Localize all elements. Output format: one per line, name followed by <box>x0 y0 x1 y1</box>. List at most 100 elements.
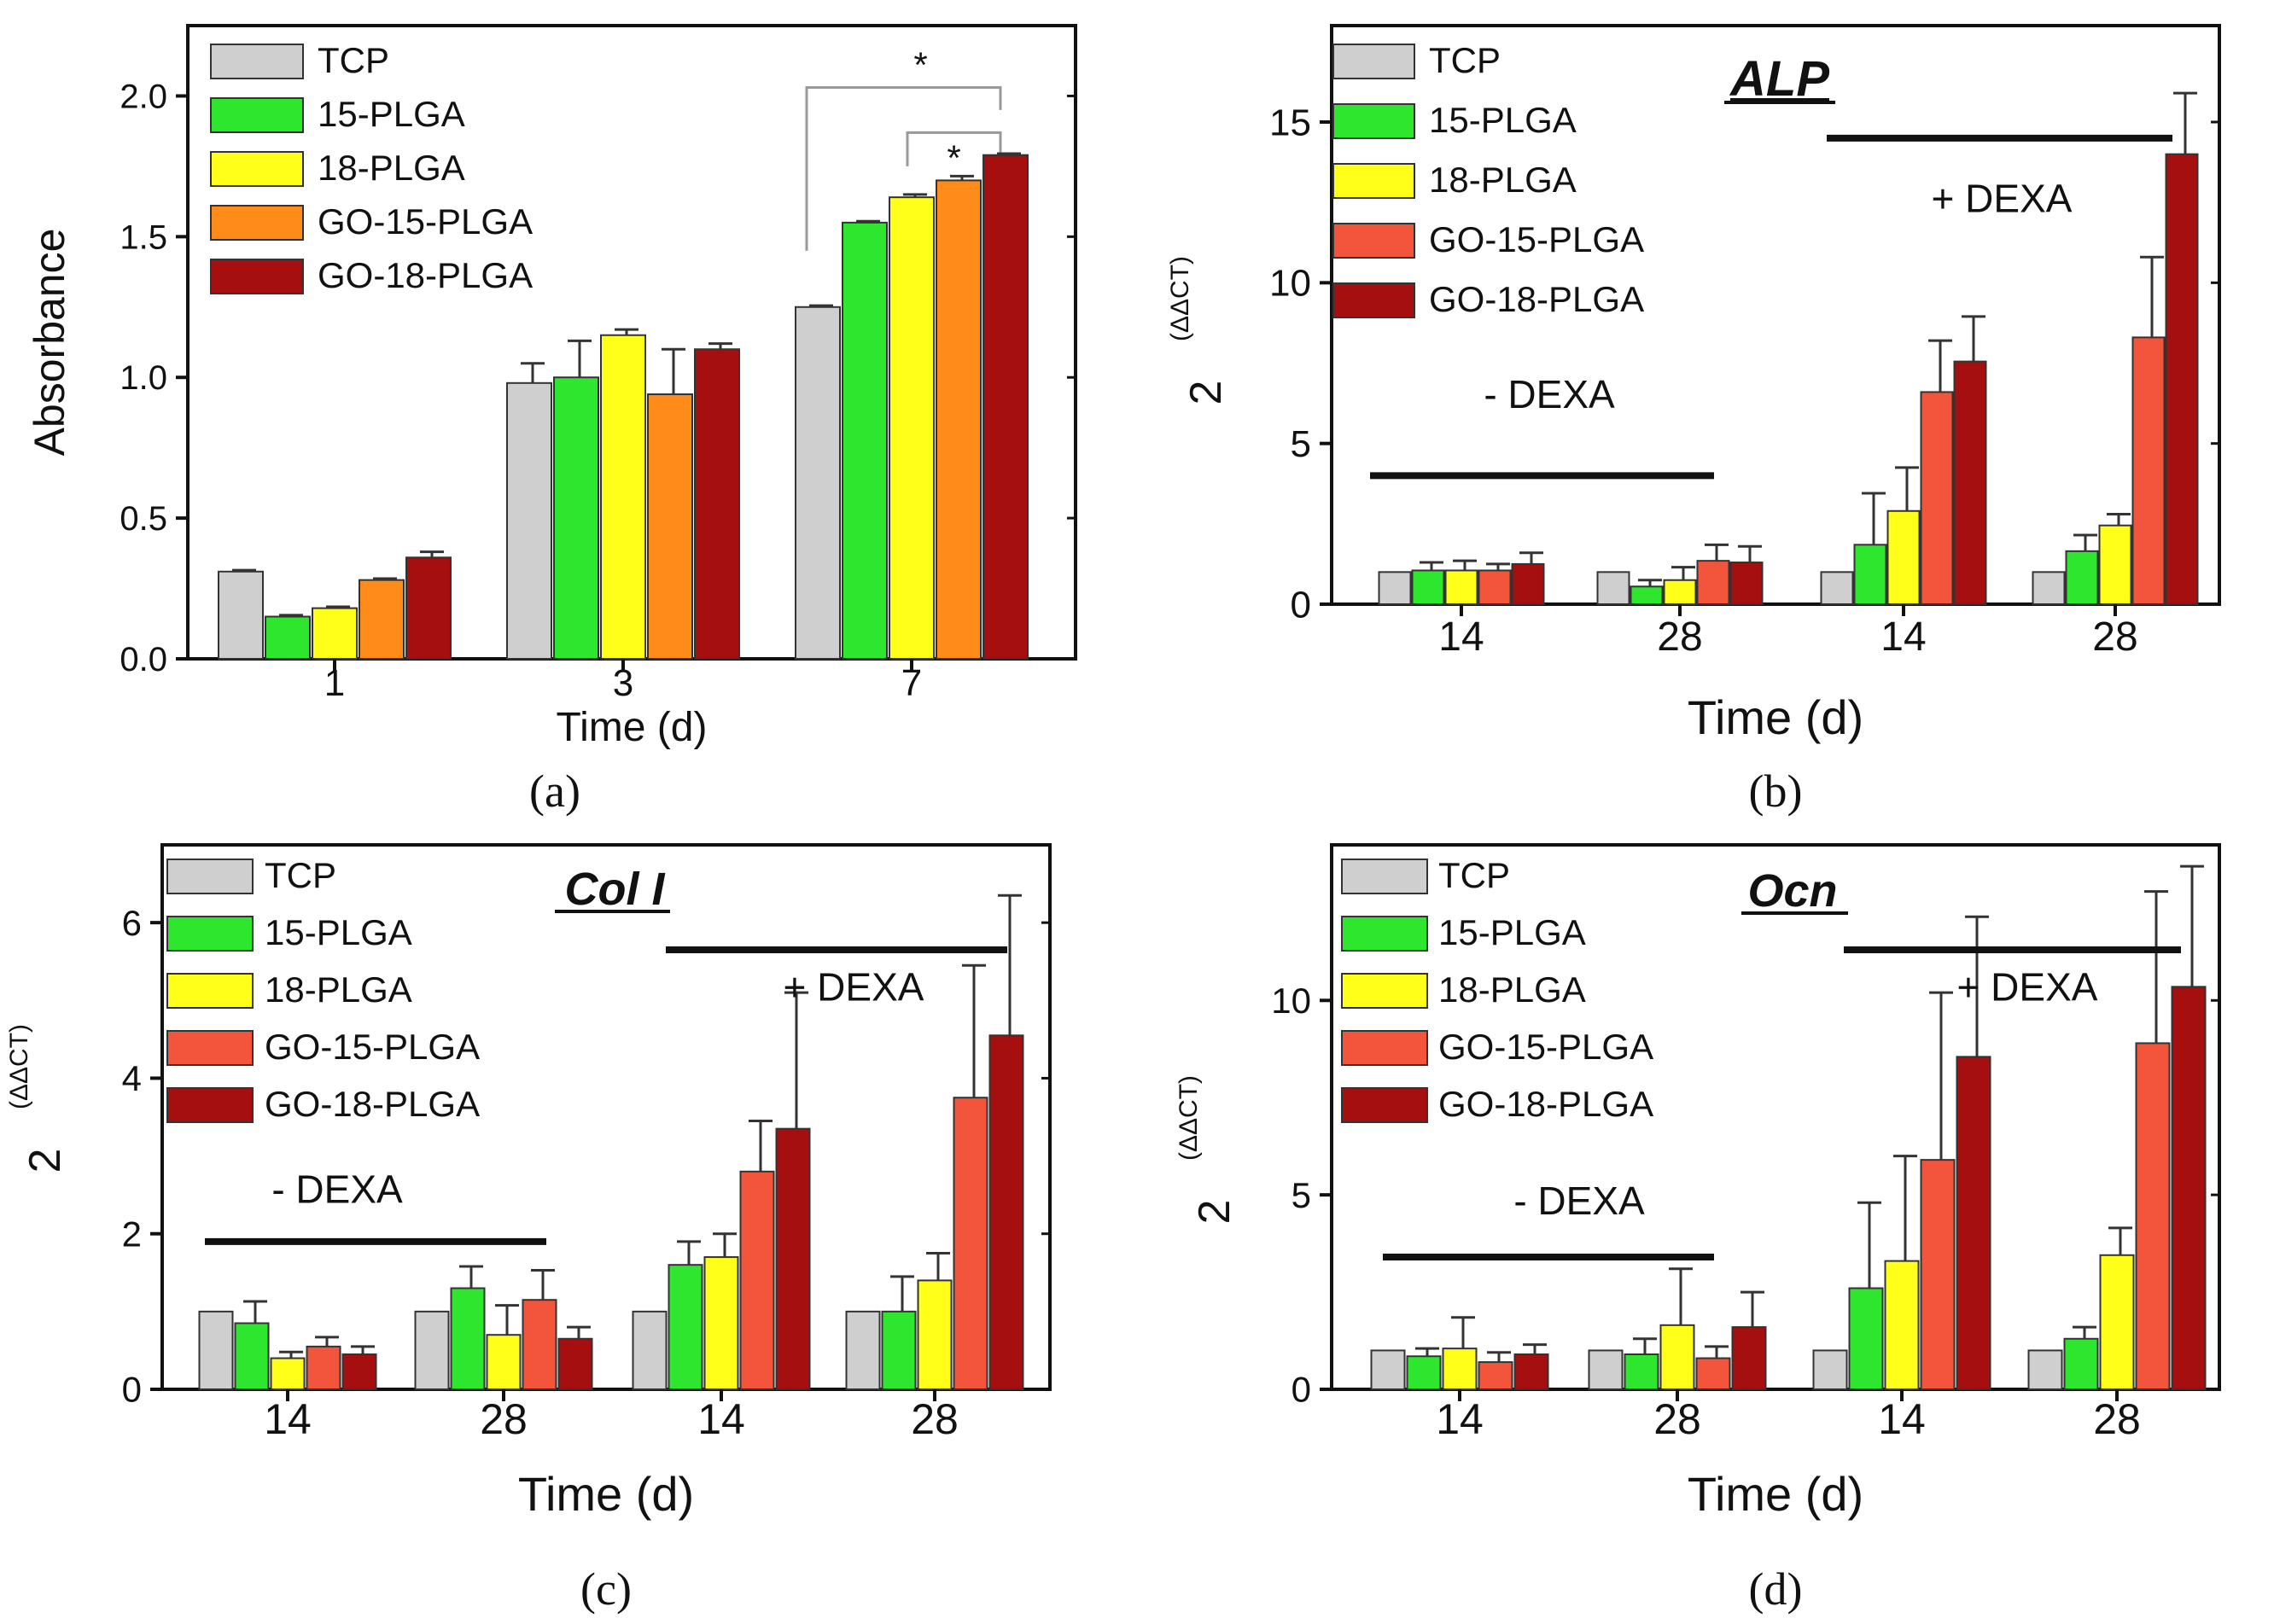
y-tick-label: 4 <box>122 1058 142 1098</box>
legend-swatch-go-18-plga <box>166 1087 254 1123</box>
significance-bracket-outer <box>805 86 1002 251</box>
y-tick-label: 0 <box>1291 584 1311 626</box>
legend-label-18-plga: 18-PLGA <box>265 969 412 1010</box>
x-tick-label: 14 <box>1880 614 1926 660</box>
bar-18-plga <box>889 196 935 661</box>
legend-swatch-tcp <box>166 859 254 894</box>
bar-go-15-plga <box>2131 336 2166 605</box>
bar-tcp <box>198 1310 234 1391</box>
bar-15-plga <box>1624 1353 1659 1391</box>
y-tick-label: 1.5 <box>120 218 167 256</box>
y-axis-label-superscript: (ΔΔCT) <box>5 1024 33 1109</box>
bar-15-plga <box>265 615 311 660</box>
y-tick-label: 2 <box>122 1214 142 1254</box>
bar-18-plga <box>270 1357 306 1390</box>
legend-swatch-go-15-plga <box>1341 1030 1428 1066</box>
x-tick-label: 28 <box>911 1395 959 1443</box>
significance-bracket-inner <box>906 131 1002 166</box>
legend-swatch-go-15-plga <box>166 1030 254 1066</box>
bar-go-15-plga <box>2135 1042 2171 1391</box>
bar-18-plga <box>1659 1324 1695 1390</box>
legend-swatch-tcp <box>210 44 304 79</box>
y-tick-label: 6 <box>122 903 142 943</box>
x-tick-label: 14 <box>1878 1395 1926 1443</box>
bar-18-plga <box>1442 1348 1478 1391</box>
legend-label-go-18-plga: GO-18-PLGA <box>1429 279 1644 319</box>
legend-label-tcp: TCP <box>318 40 389 80</box>
bar-15-plga <box>2065 550 2099 605</box>
x-tick-label: 14 <box>1436 1395 1484 1443</box>
bar-go-15-plga <box>936 179 982 660</box>
bar-15-plga <box>1411 569 1445 606</box>
bar-15-plga <box>450 1287 486 1390</box>
legend-label-go-18-plga: GO-18-PLGA <box>318 255 533 295</box>
bar-18-plga <box>2098 524 2132 606</box>
bar-18-plga <box>486 1334 522 1390</box>
bar-go-15-plga <box>1695 1357 1731 1390</box>
bar-go-18-plga <box>1511 562 1545 606</box>
bar-tcp <box>1596 571 1630 605</box>
y-tick-label: 5 <box>1291 423 1311 465</box>
bar-18-plga <box>703 1256 739 1390</box>
bar-go-18-plga <box>988 1034 1024 1391</box>
plot-frame <box>160 843 1052 1391</box>
plus-dexa-label: + DEXA <box>784 964 924 1009</box>
legend-swatch-15-plga <box>1332 103 1415 139</box>
bar-go-18-plga <box>2165 153 2199 605</box>
chart-panel-c: 0 2 4 6 14 28 14 28 Time (d) 2 (ΔΔCT) TCP 15-PLGA 18-… <box>5 843 1052 1615</box>
y-tick-label: 0 <box>122 1370 142 1410</box>
bar-tcp <box>414 1310 450 1391</box>
bar-go-18-plga <box>405 556 452 661</box>
bar-18-plga <box>1886 509 1921 605</box>
x-tick-label: 7 <box>901 662 922 704</box>
y-axis-label: Absorbance <box>26 229 73 457</box>
minus-dexa-label: - DEXA <box>271 1167 403 1211</box>
bar-18-plga <box>1884 1260 1920 1390</box>
bar-15-plga <box>2063 1337 2099 1391</box>
legend-label-go-15-plga: GO-15-PLGA <box>318 201 533 242</box>
bar-go-18-plga <box>341 1353 377 1391</box>
legend-swatch-go-15-plga <box>210 205 304 241</box>
x-axis-label: Time (d) <box>1688 690 1863 744</box>
x-tick-label: 28 <box>2092 614 2137 660</box>
y-tick-label: 10 <box>1271 981 1311 1021</box>
legend-swatch-15-plga <box>210 97 304 133</box>
y-axis-label: 2 <box>20 1149 70 1173</box>
x-tick-label: 3 <box>613 662 633 704</box>
bar-go-18-plga <box>982 154 1029 661</box>
chart-panel-d: 0 5 10 14 28 14 28 Time (d) 2 (ΔΔCT) TCP 15-PLGA 18-… <box>1175 843 2221 1615</box>
legend-swatch-15-plga <box>166 916 254 952</box>
significance-star: * <box>913 45 927 85</box>
legend-label-18-plga: 18-PLGA <box>1438 969 1586 1010</box>
y-tick-label: 15 <box>1269 102 1311 143</box>
bar-tcp <box>506 381 552 660</box>
chart-title: ALP <box>1729 51 1829 107</box>
panel-label: (d) <box>1749 1563 1803 1615</box>
legend-label-18-plga: 18-PLGA <box>1429 160 1577 200</box>
x-axis-label: Time (d) <box>557 705 708 750</box>
bar-15-plga <box>234 1322 270 1390</box>
chart-title: Ocn <box>1747 865 1837 917</box>
legend-swatch-15-plga <box>1341 916 1428 952</box>
bar-tcp <box>2027 1349 2063 1391</box>
chart-panel-a: 0.0 0.5 1.0 1.5 2.0 1 3 7 Time (d) Absorbance TCP 1… <box>26 24 1077 817</box>
legend-swatch-18-plga <box>1332 163 1415 199</box>
bar-15-plga <box>1853 544 1887 605</box>
bar-tcp <box>1820 571 1854 605</box>
plot-frame <box>1330 843 2221 1391</box>
x-tick-label: 14 <box>697 1395 745 1443</box>
bar-go-15-plga <box>306 1345 341 1391</box>
y-tick-label: 1.0 <box>120 359 167 397</box>
y-tick-label: 10 <box>1269 263 1311 305</box>
bar-18-plga <box>1444 569 1478 606</box>
chart-panel-b: 0 5 10 15 14 28 14 28 Time (d) 2 (ΔΔCT) TCP 15-PLGA 1… <box>1166 24 2221 817</box>
bar-18-plga <box>917 1279 953 1391</box>
legend-label-tcp: TCP <box>1429 40 1501 80</box>
bar-tcp <box>845 1310 881 1391</box>
panel-label: (a) <box>529 765 580 817</box>
legend-label-tcp: TCP <box>265 855 336 895</box>
x-tick-label: 14 <box>1438 614 1484 660</box>
chart-title: Col I <box>565 864 666 915</box>
legend-swatch-18-plga <box>1341 973 1428 1009</box>
